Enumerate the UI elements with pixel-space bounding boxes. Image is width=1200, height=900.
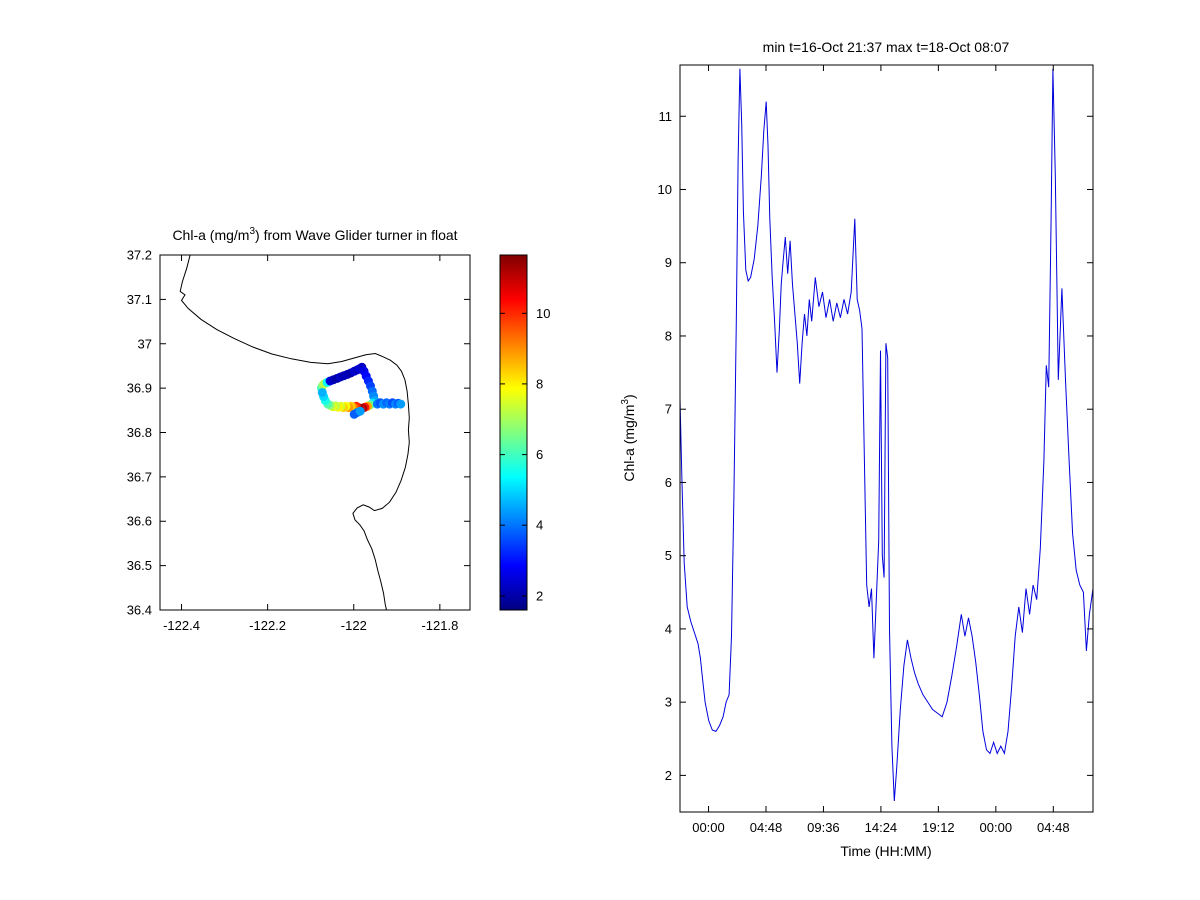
map-ytick-label: 36.5: [127, 558, 152, 573]
glider-track-points: [317, 362, 406, 419]
timeseries-xtick-label: 14:24: [865, 820, 898, 835]
colorbar-tick-label: 2: [536, 588, 543, 603]
map-ytick-label: 36.6: [127, 514, 152, 529]
timeseries-xtick-label: 09:36: [807, 820, 840, 835]
timeseries-ytick-label: 8: [665, 329, 672, 344]
colorbar-tick-label: 6: [536, 447, 543, 462]
track-point: [317, 388, 327, 398]
ylabel-text: Chl-a (mg/m: [621, 405, 637, 482]
track-point: [396, 399, 406, 409]
timeseries-axes: [679, 64, 1094, 813]
map-xtick-label: -121.8: [421, 618, 458, 633]
timeseries-xtick-label: 04:48: [750, 820, 783, 835]
timeseries-ytick-label: 6: [665, 475, 672, 490]
map-ytick-label: 37.1: [127, 292, 152, 307]
coastline: [179, 254, 410, 611]
timeseries-xtick-label: 00:00: [980, 820, 1013, 835]
timeseries-ytick-label: 4: [665, 621, 672, 636]
timeseries-ytick-label: 5: [665, 548, 672, 563]
map-title-text-2: ) from Wave Glider turner in float: [255, 227, 458, 243]
timeseries-ytick-label: 2: [665, 768, 672, 783]
ylabel-superscript: 3: [620, 399, 631, 405]
colorbar-tick-label: 8: [536, 376, 543, 391]
map-xtick-label: -122.4: [163, 618, 200, 633]
ylabel-text-2: ): [621, 394, 637, 399]
timeseries-ytick-label: 7: [665, 402, 672, 417]
map-axes-box: [159, 254, 471, 611]
timeseries-ytick-label: 11: [659, 109, 673, 124]
map-ytick-label: 36.7: [127, 469, 152, 484]
map-ytick-label: 36.9: [127, 381, 152, 396]
map-ytick-label: 36.4: [127, 603, 152, 618]
colorbar: [499, 254, 528, 611]
map-title: Chl-a (mg/m3) from Wave Glider turner in…: [172, 226, 457, 243]
map-title-text: Chl-a (mg/m: [172, 227, 249, 243]
map-axes: [159, 254, 471, 611]
timeseries-ytick-label: 9: [665, 255, 672, 270]
map-xtick-label: -122: [341, 618, 367, 633]
map-ytick-label: 37.2: [127, 248, 152, 263]
chla-line: [679, 68, 1094, 802]
map-ytick-label: 37: [138, 336, 152, 351]
timeseries-ytick-label: 3: [665, 695, 672, 710]
timeseries-ylabel: Chl-a (mg/m3): [620, 394, 637, 481]
timeseries-xlabel: Time (HH:MM): [840, 843, 931, 859]
timeseries-title: min t=16-Oct 21:37 max t=18-Oct 08:07: [763, 39, 1010, 55]
map-ytick-label: 36.8: [127, 425, 152, 440]
timeseries-xtick-label: 04:48: [1037, 820, 1070, 835]
map-xtick-label: -122.2: [249, 618, 286, 633]
map-title-superscript: 3: [249, 226, 255, 237]
timeseries-xtick-label: 19:12: [922, 820, 955, 835]
timeseries-xtick-label: 00:00: [692, 820, 725, 835]
track-point: [355, 406, 365, 416]
colorbar-tick-label: 4: [536, 518, 543, 533]
colorbar-tick-label: 10: [536, 306, 550, 321]
timeseries-ytick-label: 10: [658, 182, 672, 197]
timeseries-axes-box: [679, 64, 1094, 813]
